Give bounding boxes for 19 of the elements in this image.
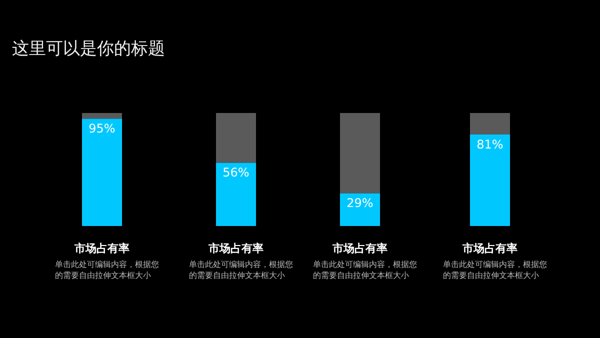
data-label: 95% — [88, 122, 116, 136]
bar — [470, 113, 510, 134]
text: 单击此处可编辑内容，根据您的需要自由拉伸文本框大小 — [55, 260, 159, 280]
bar — [340, 113, 380, 194]
x-tick-label: 市场占有率 — [74, 242, 130, 255]
x-tick-label: 市场占有率 — [332, 242, 388, 255]
chart-title: 这里可以是你的标题 — [12, 39, 165, 59]
x-tick-label: 市场占有率 — [462, 242, 518, 255]
bar — [82, 113, 122, 119]
bar — [340, 193, 380, 226]
bar — [82, 118, 122, 226]
text: 单击此处可编辑内容，根据您的需要自由拉伸文本框大小 — [189, 260, 293, 280]
data-label: 81% — [476, 137, 504, 152]
text: 单击此处可编辑内容，根据您的需要自由拉伸文本框大小 — [443, 260, 547, 280]
bar — [470, 134, 510, 226]
data-label: 29% — [346, 196, 374, 210]
x-tick-label: 市场占有率 — [208, 242, 264, 255]
data-label: 56% — [222, 166, 250, 180]
text: 单击此处可编辑内容，根据您的需要自由拉伸文本框大小 — [313, 260, 417, 280]
